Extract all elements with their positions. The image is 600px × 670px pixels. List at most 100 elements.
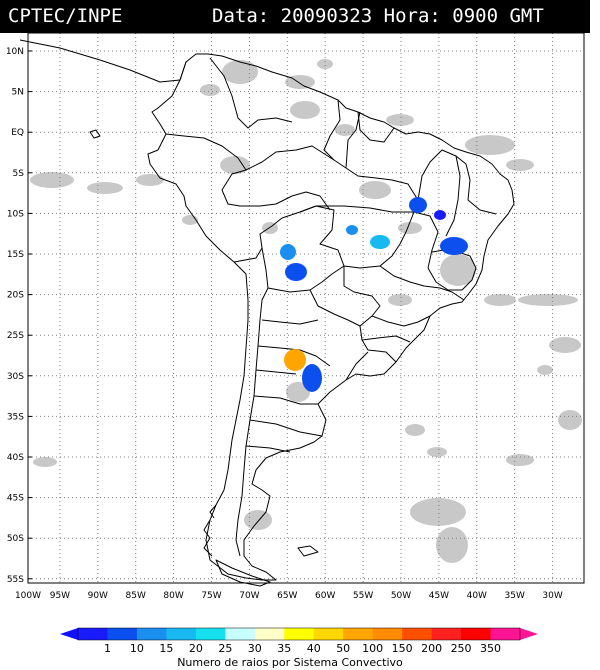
coastlines-borders: [19, 39, 515, 587]
longitude-label: 60W: [315, 591, 335, 601]
falkland-islands: [297, 545, 319, 557]
latitude-label: 30S: [7, 372, 24, 382]
legend-title: Numero de raios por Sistema Convectivo: [177, 656, 403, 669]
brazil-states-central: [299, 205, 439, 269]
argentina-provinces: [245, 319, 331, 453]
legend-tick-label: 150: [392, 642, 413, 655]
latitude-label: 35S: [7, 412, 24, 422]
brazil-states-matogrosso: [343, 211, 415, 269]
latitude-label: 5S: [13, 169, 25, 179]
longitude-label: 40W: [467, 591, 487, 601]
latitude-label: 25S: [7, 331, 24, 341]
latitude-label: EQ: [11, 128, 24, 138]
legend-swatch: [107, 628, 138, 640]
legend-tick-label: 350: [480, 642, 501, 655]
legend-swatch: [313, 628, 344, 640]
legend-tick-label: 30: [248, 642, 262, 655]
system-west-b[interactable]: [285, 263, 307, 281]
legend-tick-labels: 1 10 15 20 25 30 35 40 50 100 150 200 250 350: [104, 642, 501, 655]
convective-systems: [280, 197, 468, 392]
legend-tick-label: 100: [362, 642, 383, 655]
legend-bar-outline: [77, 627, 521, 641]
longitude-label: 45W: [429, 591, 449, 601]
timestamp: Data: 20090323 Hora: 0900 GMT: [212, 0, 544, 33]
legend-swatch: [490, 628, 521, 640]
border-venezuela-guyana: [323, 99, 341, 161]
system-west-a[interactable]: [280, 244, 296, 260]
latitude-labels: 10N 5N EQ 5S 10S 15S 20S 25S 30S 35S 40S 45S 50S 55S: [6, 47, 32, 585]
system-north-a[interactable]: [409, 197, 427, 213]
legend: 1 10 15 20 25 30 35 40 50 100 150 200 250 350 Numero …: [60, 627, 538, 669]
legend-tick-label: 1: [104, 642, 111, 655]
system-east[interactable]: [440, 237, 468, 255]
legend-swatch: [136, 628, 167, 640]
legend-arrow-right: [520, 628, 538, 640]
latitude-label: 10S: [7, 209, 24, 219]
latitude-label: 15S: [7, 250, 24, 260]
patagonia-coast-islands: [203, 504, 217, 557]
longitude-label: 55W: [353, 591, 373, 601]
brazil-states-east: [445, 155, 461, 237]
legend-swatch: [431, 628, 462, 640]
latitude-label: 10N: [6, 47, 24, 57]
border-paraguay: [309, 266, 381, 327]
latitude-label: 55S: [7, 575, 24, 585]
longitude-label: 80W: [163, 591, 183, 601]
map-panel: 10N5NEQ5S10S15S20S25S30S35S40S45S50S55S …: [6, 33, 585, 601]
date-label: Data:: [212, 5, 270, 27]
system-south-orange[interactable]: [284, 349, 306, 371]
legend-swatch: [284, 628, 315, 640]
system-north-b[interactable]: [434, 210, 446, 220]
longitude-label: 70W: [239, 591, 259, 601]
brazil-states-north: [417, 149, 497, 215]
source-label: CPTEC/INPE: [8, 5, 123, 27]
brazil-states-parana: [371, 315, 431, 327]
legend-tick-label: 200: [421, 642, 442, 655]
legend-colorbar: [60, 627, 538, 641]
brazil-states-south: [379, 265, 465, 301]
south-america-coastline: [147, 53, 515, 581]
longitude-label: 50W: [391, 591, 411, 601]
legend-swatch: [402, 628, 433, 640]
legend-tick-label: 250: [451, 642, 472, 655]
latitude-label: 20S: [7, 291, 24, 301]
legend-tick-label: 50: [336, 642, 350, 655]
border-bolivia-south: [261, 247, 345, 293]
legend-swatch: [166, 628, 197, 640]
central-america-coast: [19, 39, 187, 83]
system-south-blue[interactable]: [302, 364, 322, 392]
date-value: 20090323: [280, 5, 373, 27]
longitude-label: 35W: [505, 591, 525, 601]
legend-tick-label: 20: [189, 642, 203, 655]
legend-swatch: [372, 628, 403, 640]
border-uruguay: [345, 351, 369, 381]
latitude-label: 5N: [12, 88, 24, 98]
longitude-label: 95W: [50, 591, 70, 601]
map-frame: [27, 33, 585, 584]
hour-value: 0900 GMT: [452, 5, 544, 27]
border-colombia-ecuador-peru: [165, 133, 247, 171]
legend-tick-label: 40: [307, 642, 321, 655]
border-peru-bolivia: [233, 217, 283, 263]
border-colombia-venezuela: [209, 57, 293, 129]
longitude-label: 75W: [201, 591, 221, 601]
longitude-label: 30W: [542, 591, 562, 601]
system-center-a[interactable]: [346, 225, 358, 235]
legend-swatch: [461, 628, 492, 640]
longitude-label: 90W: [88, 591, 108, 601]
brazil-states-west: [245, 145, 419, 201]
latitude-label: 40S: [7, 453, 24, 463]
latitude-label: 50S: [7, 534, 24, 544]
longitude-label: 85W: [126, 591, 146, 601]
legend-swatch: [254, 628, 285, 640]
border-argentina-brazil: [359, 325, 397, 363]
legend-swatch: [225, 628, 256, 640]
longitude-labels: 100W 95W 90W 85W 80W 75W 70W 65W 60W 55W 50W 45W 40W…: [15, 591, 563, 601]
system-center-b[interactable]: [370, 235, 390, 249]
latitude-label: 45S: [7, 494, 24, 504]
brazil-states-amazon: [345, 111, 361, 169]
hour-label: Hora:: [383, 5, 441, 27]
legend-tick-label: 10: [130, 642, 144, 655]
longitude-label: 65W: [277, 591, 297, 601]
legend-tick-label: 35: [277, 642, 291, 655]
